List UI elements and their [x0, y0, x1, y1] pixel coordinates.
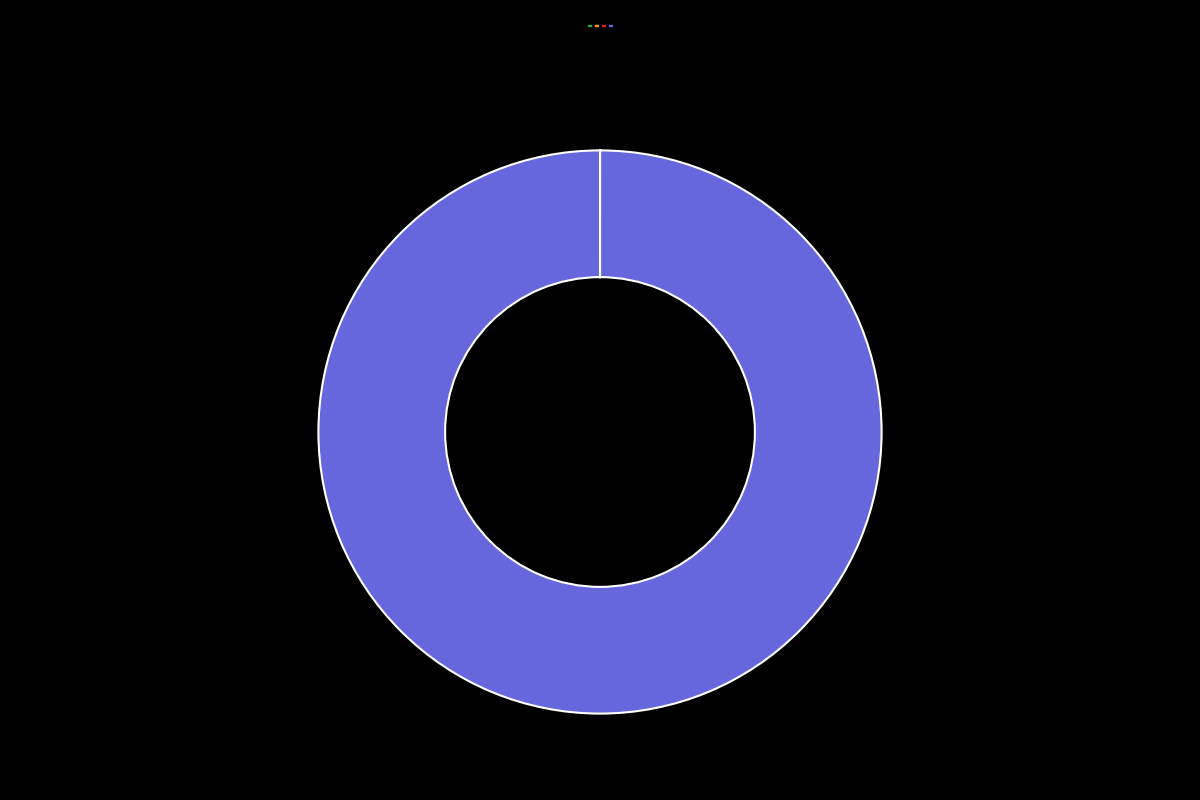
Legend: , , , : , , , — [588, 24, 612, 26]
Wedge shape — [318, 150, 882, 714]
